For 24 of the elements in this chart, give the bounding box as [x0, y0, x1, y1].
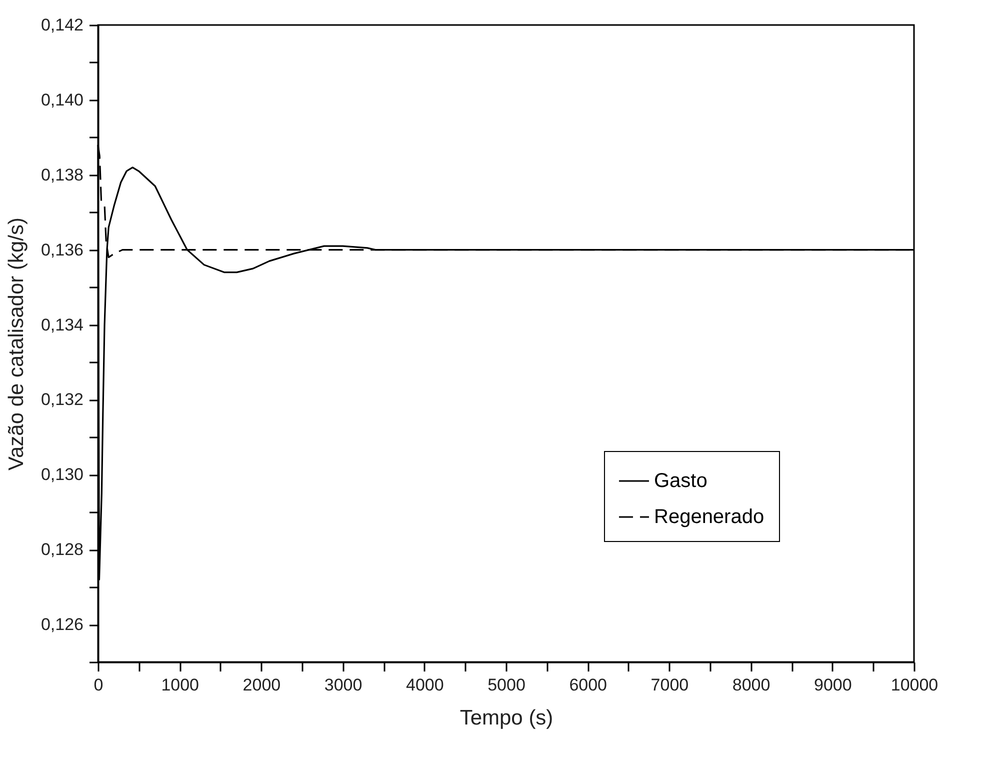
x-tick-label: 6000 [569, 676, 608, 694]
x-tick-label: 9000 [814, 676, 852, 694]
legend-label: Gasto [654, 470, 708, 492]
y-tick-label: 0,132 [40, 390, 84, 410]
y-tick-label: 0,128 [40, 540, 84, 560]
y-tick-label: 0,138 [40, 165, 84, 184]
x-tick-label: 7000 [650, 676, 689, 694]
x-axis-title: Tempo (s) [460, 706, 554, 730]
y-tick-label: 0,126 [40, 615, 84, 634]
x-tick-label: 1000 [161, 676, 200, 694]
x-tick-label: 5000 [488, 676, 526, 694]
y-tick-label: 0,130 [40, 465, 84, 484]
y-tick-label: 0,140 [40, 90, 84, 110]
x-tick-label: 0 [94, 676, 104, 694]
legend-label: Regenerado [654, 506, 764, 528]
y-tick-label: 0,136 [40, 240, 84, 260]
x-tick-label: 3000 [324, 676, 362, 694]
y-axis-title: Vazão de catalisador (kg/s) [4, 218, 28, 470]
x-tick-label: 8000 [732, 676, 770, 694]
y-tick-label: 0,142 [40, 16, 84, 34]
x-tick-label: 2000 [242, 676, 281, 694]
y-tick-label: 0,134 [40, 315, 84, 334]
x-tick-label: 10000 [890, 676, 938, 694]
x-tick-label: 4000 [406, 676, 444, 694]
